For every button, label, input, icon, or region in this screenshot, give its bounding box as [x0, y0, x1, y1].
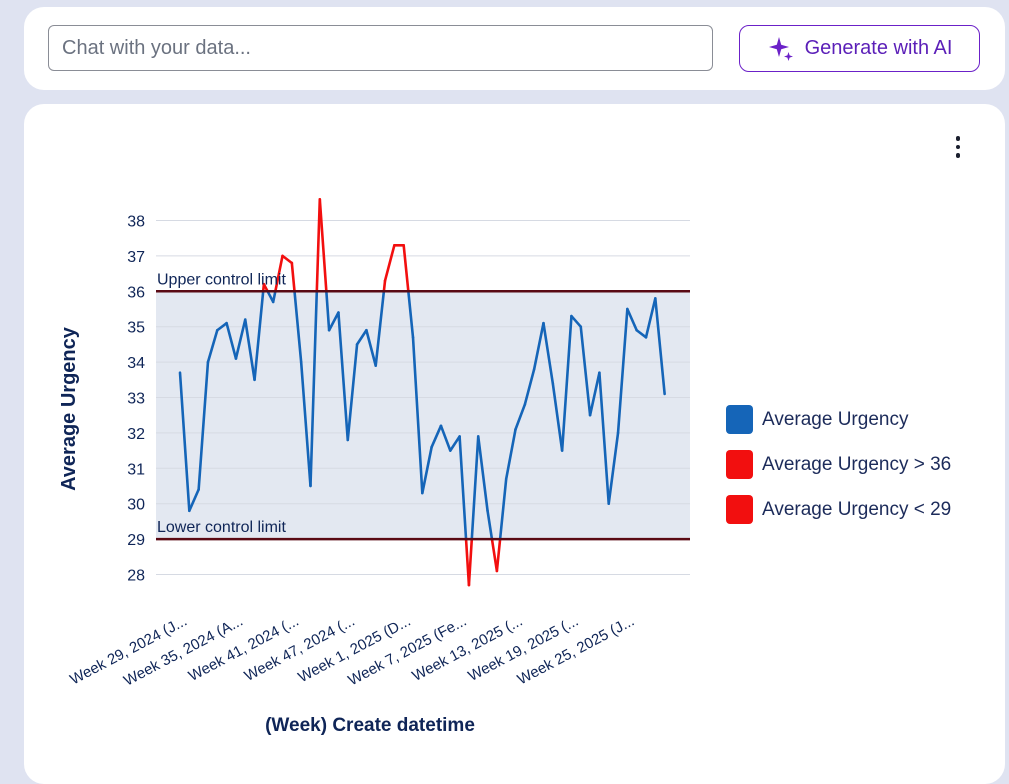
chart-card: 28 29 30 31 32 33 34 35 36 37 38 Upper control lim…	[24, 104, 1005, 784]
series-segment	[365, 328, 378, 367]
series-segment	[206, 328, 219, 364]
sparkle-icon	[768, 36, 793, 61]
series-segment	[523, 367, 536, 406]
series-segment	[458, 435, 468, 541]
series-segment	[470, 435, 480, 541]
y-tick-label: 31	[127, 461, 145, 478]
legend-swatch	[726, 495, 753, 524]
chat-input[interactable]	[48, 25, 713, 71]
series-segment	[644, 297, 657, 339]
y-tick-label: 38	[127, 214, 145, 231]
series-segment	[243, 318, 256, 382]
legend-item[interactable]: Average Urgency > 36	[726, 442, 951, 487]
series-segment	[504, 428, 517, 481]
series-segment	[542, 321, 555, 385]
series-segment	[430, 424, 443, 449]
legend-swatch	[726, 450, 753, 479]
lower-control-limit-label: Lower control limit	[157, 519, 286, 536]
series-segment	[374, 290, 386, 367]
control-chart: 28 29 30 31 32 33 34 35 36 37 38 Upper control lim…	[58, 197, 690, 736]
series-segment	[383, 243, 396, 282]
series-segment	[476, 435, 489, 513]
y-tick-label: 35	[127, 320, 145, 337]
series-segment	[616, 307, 629, 435]
y-tick-label: 32	[127, 426, 145, 443]
y-tick-label: 33	[127, 391, 145, 408]
series-segment	[579, 325, 592, 417]
legend-label: Average Urgency < 29	[762, 498, 952, 520]
series-segment	[325, 290, 331, 332]
series-segment	[402, 243, 410, 293]
series-segment	[355, 328, 368, 346]
series-segment	[318, 197, 328, 293]
series-segment	[607, 431, 620, 506]
legend-item[interactable]: Average Urgency	[726, 397, 951, 442]
control-band	[156, 291, 690, 540]
series-segment	[215, 321, 228, 332]
series-segment	[271, 290, 277, 304]
more-vertical-icon[interactable]	[946, 132, 970, 162]
y-axis-title: Average Urgency	[58, 326, 80, 491]
series-segment	[197, 360, 210, 491]
series-segment	[382, 279, 387, 293]
series-segment	[486, 509, 494, 541]
series-segment	[346, 343, 359, 442]
series-segment	[290, 261, 296, 293]
legend: Average Urgency Average Urgency > 36 Ave…	[726, 397, 951, 532]
upper-control-limit-label: Upper control limit	[157, 271, 286, 288]
series-segment	[315, 197, 322, 293]
series-segment	[327, 311, 340, 332]
series-segment	[253, 290, 265, 382]
series-segment	[654, 297, 666, 396]
series-segment	[274, 254, 284, 293]
series-segment	[498, 477, 508, 541]
series-segment	[421, 445, 433, 495]
generate-with-ai-button[interactable]: Generate with AI	[739, 25, 980, 72]
series-segment	[448, 435, 461, 452]
legend-label: Average Urgency > 36	[762, 453, 952, 475]
y-tick-label: 37	[127, 249, 145, 266]
series-segment	[560, 314, 573, 452]
series-segment	[281, 254, 294, 265]
series-segment	[439, 424, 452, 452]
series-segment	[588, 371, 601, 417]
series-segment	[635, 328, 648, 339]
legend-label: Average Urgency	[762, 408, 909, 430]
y-tick-label: 34	[127, 355, 145, 372]
legend-item[interactable]: Average Urgency < 29	[726, 487, 951, 532]
series-segment	[188, 488, 200, 513]
series-segment	[467, 537, 474, 587]
chat-bar: Generate with AI	[24, 7, 1005, 90]
y-tick-label: 30	[127, 497, 145, 514]
series-segment	[570, 314, 583, 328]
y-tick-label: 29	[127, 532, 145, 549]
legend-swatch	[726, 405, 753, 434]
series-segment	[407, 290, 415, 339]
series-segment	[514, 403, 527, 431]
generate-with-ai-label: Generate with AI	[804, 37, 953, 59]
series-segment	[495, 537, 502, 573]
x-axis-title: (Week) Create datetime	[265, 715, 475, 736]
y-tick-label: 36	[127, 284, 145, 301]
series-segment	[293, 290, 303, 364]
series-segment	[234, 318, 247, 360]
series-segment	[598, 371, 611, 506]
y-tick-label: 28	[127, 568, 145, 585]
series-segment	[626, 307, 638, 332]
series-segment	[411, 336, 424, 495]
series-segment	[299, 360, 312, 488]
series-segment	[490, 537, 499, 573]
series-segment	[532, 321, 545, 371]
series-segment	[337, 311, 350, 442]
series-segment	[551, 382, 564, 452]
series-segment	[225, 321, 238, 360]
series-segment	[309, 290, 319, 488]
series-segment	[178, 371, 191, 513]
